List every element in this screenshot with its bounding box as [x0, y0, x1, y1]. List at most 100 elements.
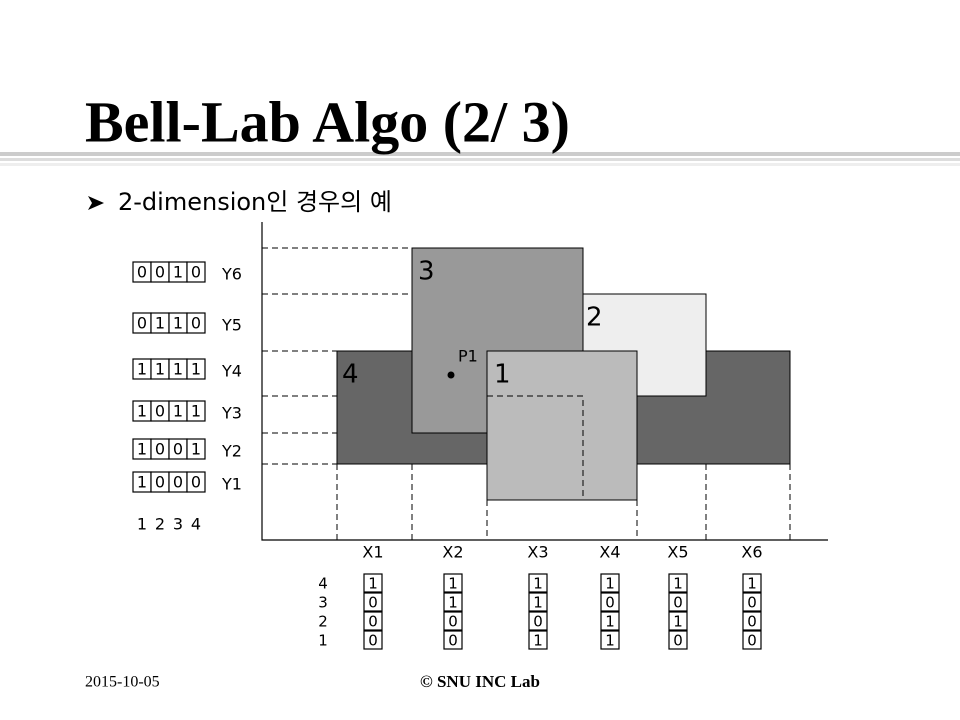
bit-cell	[528, 592, 548, 612]
bit: 0	[155, 440, 165, 459]
bit-cell	[668, 630, 688, 650]
bit-cell	[186, 261, 206, 283]
bit: 1	[137, 473, 147, 492]
bit: 1	[191, 440, 201, 459]
axes	[261, 222, 828, 541]
bit: 1	[605, 613, 615, 631]
bit: 0	[173, 473, 183, 492]
bit: 0	[137, 263, 147, 282]
bit-index: 1	[137, 515, 147, 534]
bit: 1	[173, 402, 183, 421]
bit: 0	[673, 594, 683, 612]
bit-cell	[186, 400, 206, 422]
bit-index: 4	[191, 515, 201, 534]
bit-cell	[668, 611, 688, 631]
bit: 0	[747, 613, 757, 631]
rect-label: 3	[418, 257, 435, 287]
bit-index: 4	[318, 575, 328, 593]
bit-cell	[668, 573, 688, 593]
bullet-text: 2-dimension인 경우의 예	[118, 188, 392, 216]
bit: 1	[137, 402, 147, 421]
bit: 0	[191, 263, 201, 282]
bit-index: 2	[155, 515, 165, 534]
x-label: X1	[362, 543, 383, 562]
bit: 1	[533, 594, 543, 612]
bit: 0	[155, 473, 165, 492]
bit-cell	[186, 471, 206, 493]
bit-cell	[443, 573, 463, 593]
bit: 1	[448, 594, 458, 612]
bit: 1	[368, 575, 378, 593]
bit: 0	[368, 632, 378, 650]
bit-cell	[363, 573, 383, 593]
title-rule	[0, 152, 960, 156]
bit: 0	[191, 473, 201, 492]
y-label: Y6	[221, 265, 242, 284]
bullet-icon	[88, 196, 104, 210]
point	[447, 371, 455, 379]
bit-cell	[600, 630, 620, 650]
bit: 0	[368, 594, 378, 612]
guide-lines	[262, 247, 584, 500]
bit: 1	[137, 360, 147, 379]
x-label: X2	[442, 543, 463, 562]
bit: 0	[368, 613, 378, 631]
bit: 0	[747, 632, 757, 650]
bit: 1	[673, 575, 683, 593]
x-label: X3	[527, 543, 548, 562]
y-label: Y3	[221, 404, 242, 423]
bit-cell	[600, 611, 620, 631]
bit-cell	[742, 573, 762, 593]
title-rule	[0, 163, 960, 166]
bit-cell	[363, 592, 383, 612]
y-label: Y5	[221, 316, 242, 335]
bit: 1	[533, 575, 543, 593]
bit: 0	[137, 314, 147, 333]
bit-cell	[186, 438, 206, 460]
bit: 0	[155, 402, 165, 421]
bit: 1	[191, 402, 201, 421]
bit: 1	[605, 575, 615, 593]
bit-cell	[742, 592, 762, 612]
bit-index: 3	[318, 594, 328, 612]
bit: 0	[673, 632, 683, 650]
x-label: X4	[599, 543, 620, 562]
y-label: Y2	[221, 442, 242, 461]
bit-cell	[528, 630, 548, 650]
bit-index: 3	[173, 515, 183, 534]
bit: 0	[448, 613, 458, 631]
bit-cell	[528, 573, 548, 593]
rect-label: 4	[342, 360, 359, 390]
bit: 0	[173, 440, 183, 459]
bit: 0	[533, 613, 543, 631]
footer-date: 2015-10-05	[85, 674, 160, 691]
bit-cell	[363, 611, 383, 631]
title: Bell-Lab Algo (2/ 3)	[85, 89, 570, 154]
bit-cell	[363, 630, 383, 650]
bit: 1	[448, 575, 458, 593]
x-label: X5	[667, 543, 688, 562]
bit-cell	[528, 611, 548, 631]
bit-index: 2	[318, 613, 328, 631]
rect-1	[486, 350, 638, 501]
bit: 0	[191, 314, 201, 333]
bit: 1	[137, 440, 147, 459]
y-label: Y4	[221, 362, 242, 381]
bit-cell	[186, 312, 206, 334]
rect-label: 1	[494, 360, 511, 390]
bit: 1	[155, 360, 165, 379]
bit: 1	[173, 360, 183, 379]
bit: 1	[191, 360, 201, 379]
bit: 1	[747, 575, 757, 593]
bit-cell	[668, 592, 688, 612]
guide-lines	[336, 464, 791, 540]
bit-cell	[742, 611, 762, 631]
diagram: P1 3 2 4 1	[261, 222, 828, 541]
bit: 1	[155, 314, 165, 333]
bit: 0	[155, 263, 165, 282]
bit-cell	[186, 358, 206, 380]
bit: 0	[747, 594, 757, 612]
bit-cell	[443, 630, 463, 650]
bit-cell	[742, 630, 762, 650]
